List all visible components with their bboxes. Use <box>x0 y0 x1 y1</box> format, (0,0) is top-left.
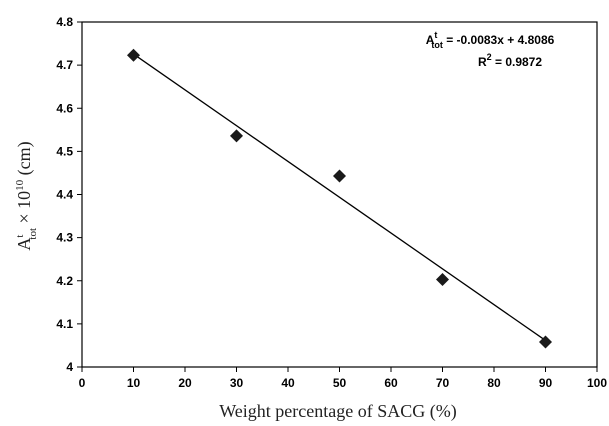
x-tick-label: 10 <box>127 376 141 390</box>
r-squared-label: R2 = 0.9872 <box>478 52 542 69</box>
x-tick-label: 70 <box>436 376 450 390</box>
trendline-equation: At tot = -0.0083x + 4.8086 <box>426 30 555 50</box>
x-tick-label: 80 <box>487 376 501 390</box>
x-tick-label: 100 <box>587 376 607 390</box>
plot-area <box>81 21 598 368</box>
x-tick-label: 20 <box>178 376 192 390</box>
y-tick-label: 4.7 <box>56 58 73 72</box>
data-point <box>436 272 449 286</box>
y-tick-label: 4.4 <box>56 188 73 202</box>
x-axis: 0 10 20 30 40 50 60 70 80 90 100 <box>79 367 607 390</box>
y-axis-title: Attot × 1010 (cm) <box>14 141 39 250</box>
y-tick-label: 4.6 <box>56 101 73 115</box>
x-tick-label: 60 <box>384 376 398 390</box>
data-point <box>333 169 346 183</box>
data-point <box>127 48 140 62</box>
x-tick-label: 90 <box>539 376 553 390</box>
x-tick-label: 0 <box>79 376 86 390</box>
x-tick-label: 40 <box>281 376 295 390</box>
data-point <box>230 129 243 143</box>
x-tick-label: 50 <box>333 376 347 390</box>
y-tick-label: 4.8 <box>56 15 73 29</box>
x-tick-label: 30 <box>230 376 244 390</box>
x-axis-title: Weight percentage of SACG (%) <box>219 401 456 422</box>
data-point <box>539 335 552 349</box>
trendline-path <box>133 53 546 341</box>
y-tick-label: 4.3 <box>56 231 73 245</box>
y-tick-label: 4.5 <box>56 144 73 158</box>
plot-border <box>81 21 598 368</box>
y-axis: 4 4.1 4.2 4.3 4.4 4.5 4.6 4.7 4.8 <box>56 15 82 374</box>
data-points <box>127 48 552 349</box>
y-tick-label: 4 <box>66 360 73 374</box>
y-tick-label: 4.1 <box>56 317 73 331</box>
y-tick-label: 4.2 <box>56 274 73 288</box>
trendline <box>133 53 546 341</box>
